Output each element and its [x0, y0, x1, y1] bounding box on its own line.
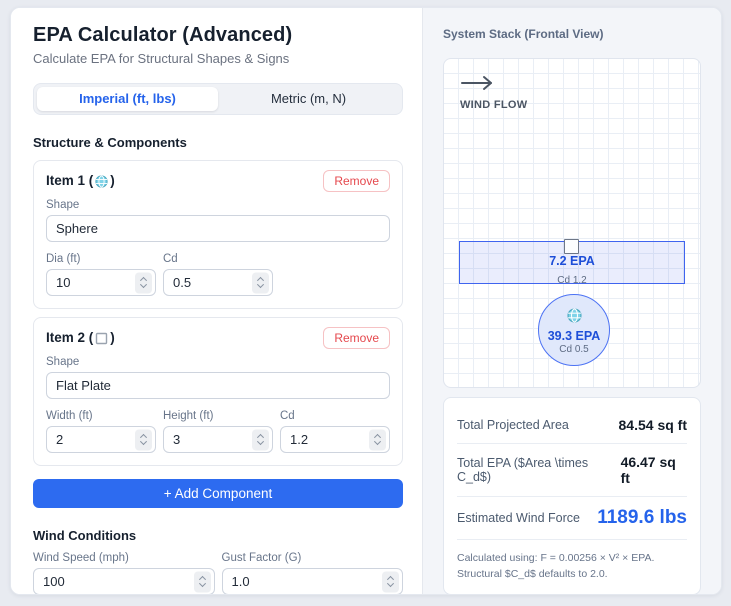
sphere-cd-value: Cd 0.5 — [559, 343, 589, 355]
sphere-globe-icon — [95, 175, 108, 188]
wind-force-label: Estimated Wind Force — [457, 511, 580, 525]
item-2-name-suffix: ) — [110, 330, 115, 345]
item-1-name: Item 1 ( — [46, 173, 94, 188]
add-component-button[interactable]: + Add Component — [33, 479, 403, 508]
item-2-width-input[interactable] — [46, 426, 156, 453]
item-1-remove-button[interactable]: Remove — [323, 169, 390, 192]
flat-plate-scale-marker — [564, 239, 579, 254]
item-1-cd-input[interactable] — [163, 269, 273, 296]
number-stepper[interactable] — [135, 272, 152, 293]
section-structure-components: Structure & Components — [33, 135, 187, 150]
item-2-cd-input[interactable] — [280, 426, 390, 453]
item-1-title: Item 1 ( ) — [46, 173, 115, 188]
item-2-shape-label: Shape — [46, 356, 80, 368]
results-card: Total Projected Area 84.54 sq ft Total E… — [443, 397, 701, 594]
total-epa-value: 46.47 sq ft — [620, 454, 676, 486]
unit-system-tabs: Imperial (ft, lbs) Metric (m, N) — [33, 83, 403, 115]
wind-speed-field-group: Wind Speed (mph) — [33, 543, 215, 594]
item-2-fields: Width (ft) Height (ft) Cd — [46, 401, 390, 453]
tab-metric[interactable]: Metric (m, N) — [270, 91, 347, 106]
wind-flow-label: WIND FLOW — [460, 99, 528, 111]
item-1-fields: Dia (ft) Cd — [46, 244, 390, 296]
item-1-dia-label: Dia (ft) — [46, 253, 81, 265]
divider — [457, 496, 687, 497]
item-1-shape-input[interactable] — [46, 215, 390, 242]
wind-flow-arrow-icon — [461, 75, 497, 96]
item-card-1: Item 1 ( ) Remove Shape — [33, 160, 403, 309]
number-stepper[interactable] — [252, 429, 269, 450]
divider — [457, 539, 687, 540]
item-2-height-input[interactable] — [163, 426, 273, 453]
number-stepper[interactable] — [252, 272, 269, 293]
number-stepper[interactable] — [193, 571, 211, 592]
epa-calculator-app: EPA Calculator (Advanced) Calculate EPA … — [10, 7, 722, 595]
frontal-view-canvas: WIND FLOW 7.2 EPA Cd 1.2 39.3 EPA Cd 0.5 — [443, 58, 701, 388]
number-stepper[interactable] — [369, 429, 386, 450]
projected-area-label: Total Projected Area — [457, 418, 569, 432]
item-2-height-label: Height (ft) — [163, 410, 214, 422]
divider — [457, 443, 687, 444]
item-2-name: Item 2 ( — [46, 330, 94, 345]
result-row-projected-area: Total Projected Area 84.54 sq ft — [457, 407, 687, 443]
item-2-width-label: Width (ft) — [46, 410, 93, 422]
item-card-2: Item 2 ( ) Remove Shape Width (ft) — [33, 317, 403, 466]
gust-factor-label: Gust Factor (G) — [221, 552, 302, 564]
item-2-title: Item 2 ( ) — [46, 330, 115, 345]
item-2-width-field-group: Width (ft) — [46, 401, 156, 453]
flat-plate-epa-value: 7.2 EPA — [549, 254, 595, 268]
wind-force-value: 1189.6 lbs — [597, 507, 687, 528]
sphere-globe-icon — [566, 307, 582, 328]
gust-factor-value[interactable] — [221, 568, 403, 594]
item-1-shape-label: Shape — [46, 199, 80, 211]
wind-fields: Wind Speed (mph) Gust Factor (G) — [33, 543, 403, 594]
item-2-remove-button[interactable]: Remove — [323, 326, 390, 349]
calculation-footnote: Calculated using: F = 0.00256 × V² × EPA… — [457, 552, 655, 581]
projected-area-value: 84.54 sq ft — [618, 417, 687, 433]
page-subtitle: Calculate EPA for Structural Shapes & Si… — [33, 51, 290, 66]
sphere-epa-value: 39.3 EPA — [547, 328, 601, 343]
gust-factor-input[interactable] — [221, 568, 403, 594]
item-1-dia-field-group: Dia (ft) — [46, 244, 156, 296]
section-wind-conditions: Wind Conditions — [33, 528, 137, 543]
visualization-panel: System Stack (Frontal View) WIND FLOW 7.… — [422, 8, 721, 594]
gust-factor-field-group: Gust Factor (G) — [221, 543, 403, 594]
flat-plate-cd-value: Cd 1.2 — [557, 275, 587, 286]
number-stepper[interactable] — [135, 429, 152, 450]
item-1-header: Item 1 ( ) Remove — [46, 169, 390, 192]
item-2-shape-input[interactable] — [46, 372, 390, 399]
flat-plate-icon — [95, 332, 108, 345]
wind-speed-input[interactable] — [33, 568, 215, 594]
system-stack-title: System Stack (Frontal View) — [443, 27, 604, 41]
result-row-total-epa: Total EPA ($Area \times C_d$) 46.47 sq f… — [457, 444, 687, 496]
item-2-height-field-group: Height (ft) — [163, 401, 273, 453]
total-epa-label: Total EPA ($Area \times C_d$) — [457, 456, 589, 484]
item-1-dia-input[interactable] — [46, 269, 156, 296]
wind-speed-label: Wind Speed (mph) — [33, 552, 129, 564]
wind-speed-value[interactable] — [33, 568, 215, 594]
item-2-cd-label: Cd — [280, 410, 295, 422]
number-stepper[interactable] — [382, 571, 399, 592]
item-1-cd-label: Cd — [163, 253, 178, 265]
item-2-header: Item 2 ( ) Remove — [46, 326, 390, 349]
sphere-shape: 39.3 EPA Cd 0.5 — [538, 294, 610, 366]
result-row-wind-force: Estimated Wind Force 1189.6 lbs — [457, 497, 687, 539]
calculator-panel: EPA Calculator (Advanced) Calculate EPA … — [11, 8, 422, 594]
item-2-cd-field-group: Cd — [280, 401, 390, 453]
tab-imperial[interactable]: Imperial (ft, lbs) — [37, 87, 218, 111]
item-1-cd-field-group: Cd — [163, 244, 273, 296]
page-title: EPA Calculator (Advanced) — [33, 24, 293, 46]
item-1-name-suffix: ) — [110, 173, 115, 188]
